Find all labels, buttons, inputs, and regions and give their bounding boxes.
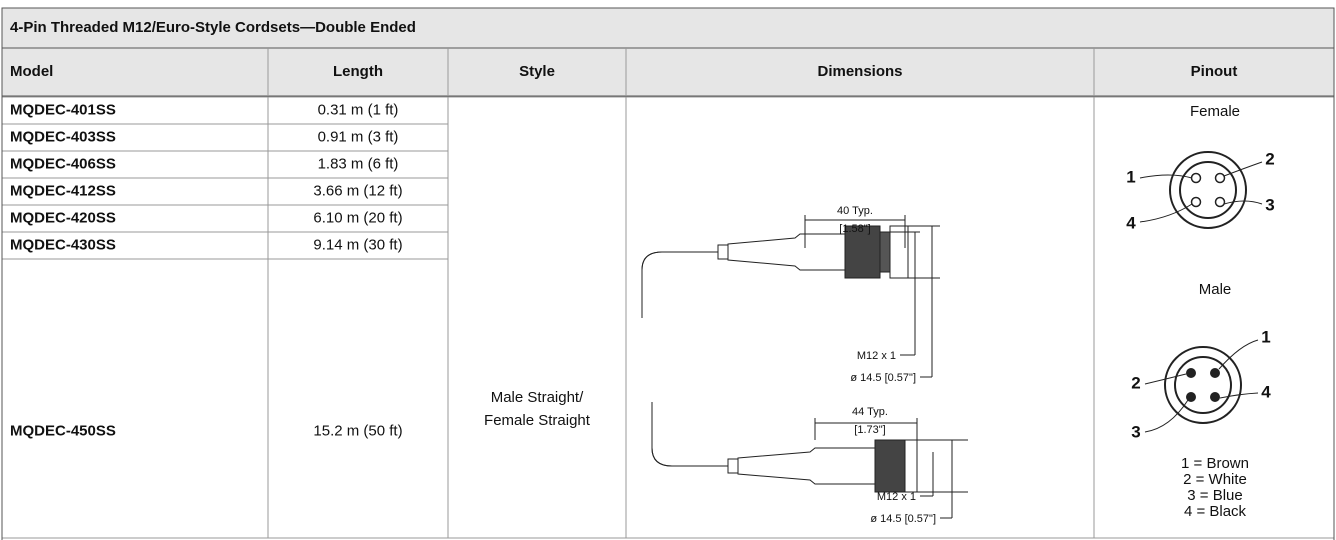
length-cell: 1.83 m (6 ft) [318, 155, 399, 172]
style-text: Male Straight/ [491, 389, 584, 406]
pinout-label: Female [1190, 103, 1240, 120]
pin-number: 4 [1126, 213, 1136, 232]
length-cell: 9.14 m (30 ft) [313, 236, 402, 253]
length-cell: 0.91 m (3 ft) [318, 128, 399, 145]
style-text: Female Straight [484, 412, 591, 429]
male-face [1144, 339, 1259, 433]
dimension-label: 40 Typ. [837, 205, 873, 217]
table-title: 4-Pin Threaded M12/Euro-Style Cordsets—D… [10, 19, 416, 36]
dimension-label: 44 Typ. [852, 406, 888, 418]
length-cell: 15.2 m (50 ft) [313, 422, 402, 439]
table-body [1, 8, 1335, 540]
table-cell [267, 258, 449, 539]
column-header: Style [519, 63, 555, 80]
dimension-label: M12 x 1 [877, 491, 916, 503]
column-header: Model [10, 63, 53, 80]
pin-number: 2 [1265, 149, 1274, 168]
wire-color: 1 = Brown [1181, 455, 1249, 472]
header-row [1, 47, 1335, 97]
female-face [1139, 151, 1263, 229]
dimension-label: [1.73"] [854, 424, 885, 436]
column-header: Dimensions [817, 63, 902, 80]
pin-number: 3 [1265, 195, 1274, 214]
model-cell: MQDEC-403SS [10, 128, 116, 145]
model-cell: MQDEC-430SS [10, 236, 116, 253]
length-cell: 3.66 m (12 ft) [313, 182, 402, 199]
pin-number: 2 [1131, 373, 1140, 392]
female-drawing [651, 402, 968, 519]
wire-color: 2 = White [1183, 471, 1247, 488]
male-drawing [641, 215, 940, 378]
column-header: Length [333, 63, 383, 80]
dimension-label: [1.58"] [839, 223, 870, 235]
table-cell [1, 258, 269, 539]
wire-color: 3 = Blue [1187, 487, 1242, 504]
model-cell: MQDEC-406SS [10, 155, 116, 172]
dimension-label: ø 14.5 [0.57"] [870, 513, 936, 525]
length-cell: 6.10 m (20 ft) [313, 209, 402, 226]
pin-number: 1 [1261, 327, 1270, 346]
wire-color: 4 = Black [1184, 503, 1247, 520]
length-cell: 0.31 m (1 ft) [318, 101, 399, 118]
model-cell: MQDEC-420SS [10, 209, 116, 226]
column-header: Pinout [1191, 63, 1238, 80]
pin-number: 4 [1261, 382, 1271, 401]
model-cell: MQDEC-412SS [10, 182, 116, 199]
dimension-label: M12 x 1 [857, 350, 896, 362]
pinout-label: Male [1199, 281, 1232, 298]
table-cell [447, 96, 627, 539]
model-cell: MQDEC-450SS [10, 422, 116, 439]
dimension-label: ø 14.5 [0.57"] [850, 372, 916, 384]
title-bar [1, 7, 1335, 49]
pin-number: 3 [1131, 422, 1140, 441]
pin-number: 1 [1126, 167, 1135, 186]
model-cell: MQDEC-401SS [10, 101, 116, 118]
